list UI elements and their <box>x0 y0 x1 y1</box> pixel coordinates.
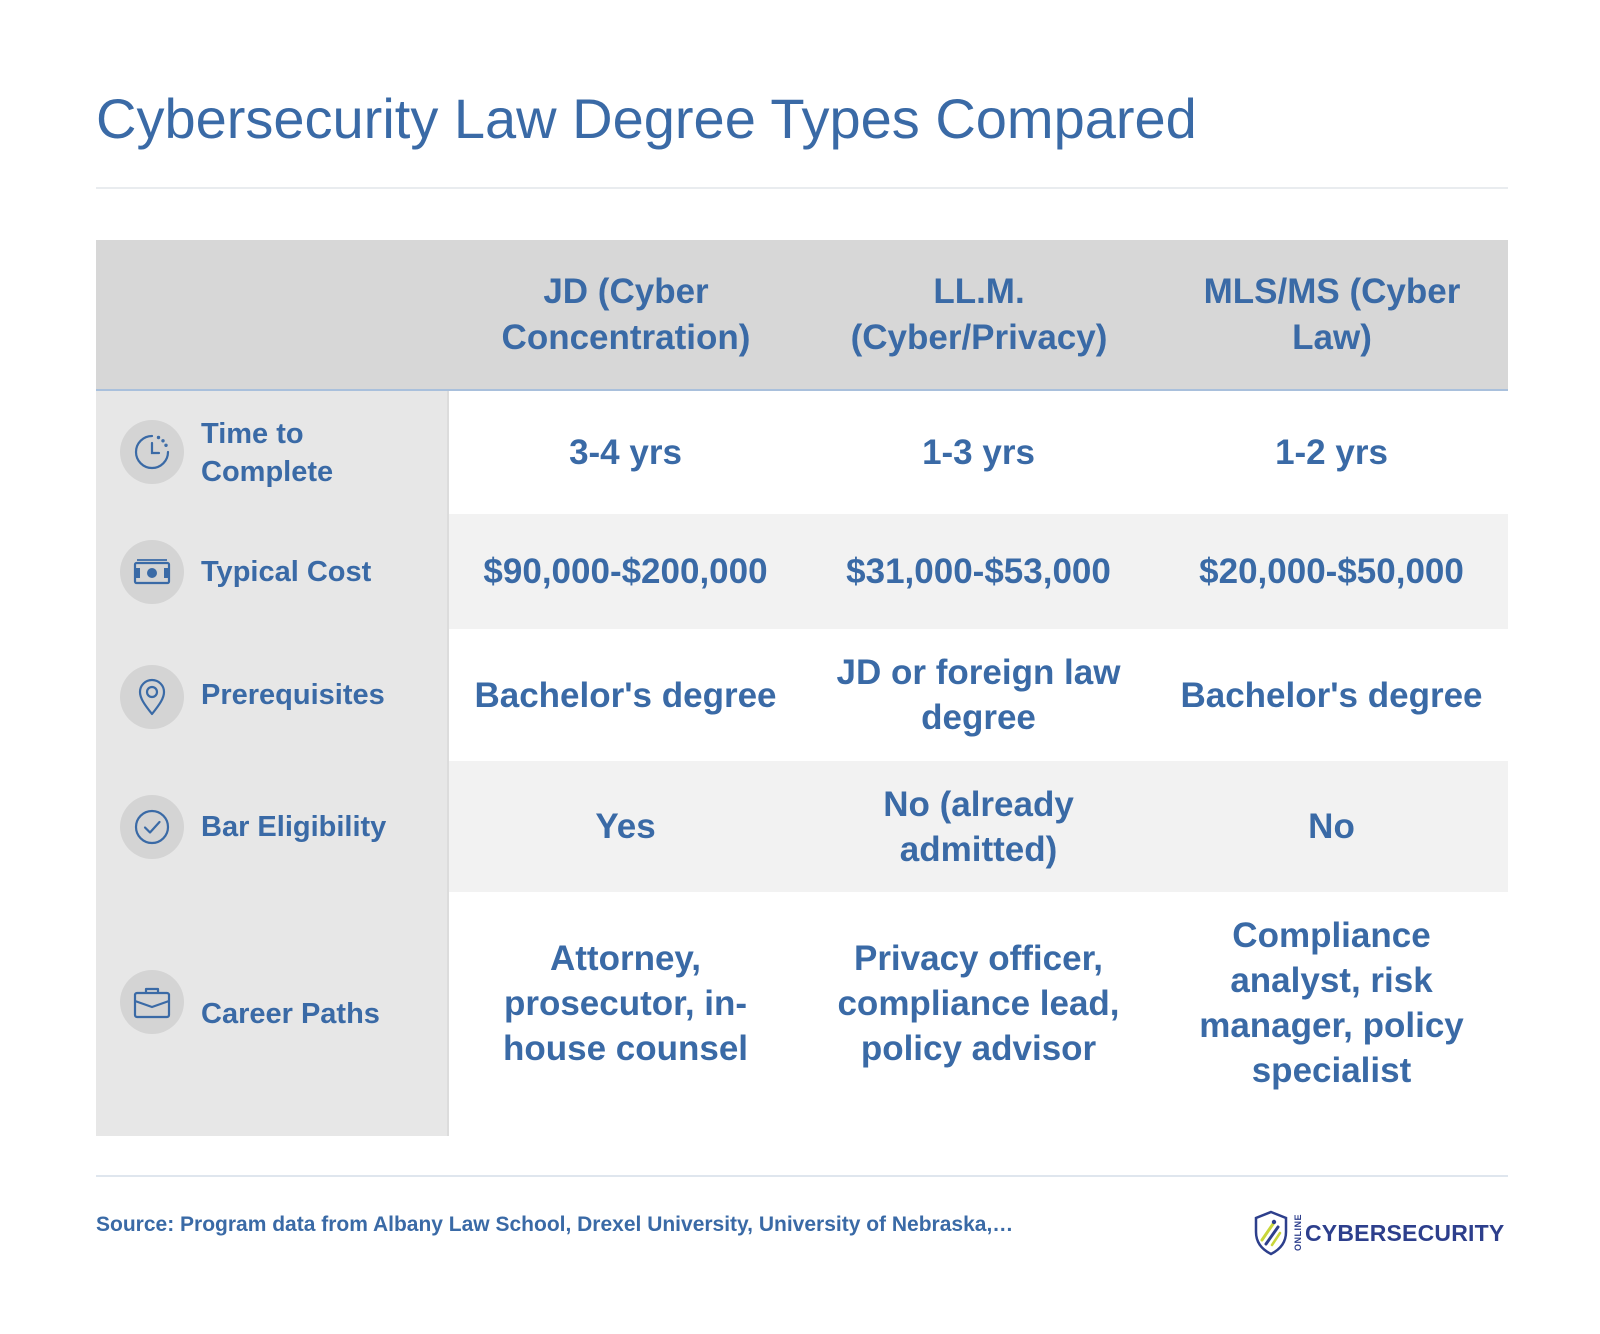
table-cell: No (already admitted) <box>883 784 1074 869</box>
row-label-text: Career Paths <box>201 998 380 1030</box>
table-cell: JD or foreign law degree <box>836 653 1121 737</box>
table-cell: $31,000-$53,000 <box>846 552 1111 591</box>
column-header-llm: LL.M. (Cyber/Privacy) <box>850 271 1108 357</box>
column-header-mls: MLS/MS (Cyber Law) <box>1203 271 1461 357</box>
comparison-table: JD (Cyber Concentration) LL.M. (Cyber/Pr… <box>96 240 1508 1136</box>
source-note: Source: Program data from Albany Law Sch… <box>96 1213 1014 1236</box>
title-divider <box>96 187 1508 189</box>
table-cell: Bachelor's degree <box>1180 675 1483 715</box>
table-cell: $90,000-$200,000 <box>483 552 768 591</box>
row-label-text: Prerequisites <box>201 679 385 711</box>
table-row: 3-4 yrs 1-3 yrs 1-2 yrs <box>449 391 1508 514</box>
row-label-bar: Bar Eligibility <box>96 761 449 892</box>
table-cell: 1-3 yrs <box>922 433 1035 472</box>
logo-text: CYBERSECURITY <box>1305 1219 1505 1246</box>
table-cell: Bachelor's degree <box>474 675 777 715</box>
shield-logo-icon <box>1254 1210 1288 1256</box>
table-cell: Compliance analyst, risk manager, policy… <box>1199 916 1464 1090</box>
table-cell: Attorney, prosecutor, in-house counsel <box>502 938 749 1068</box>
row-label-career: Career Paths <box>96 892 449 1136</box>
table-cell: Yes <box>595 807 656 846</box>
column-header-jd: JD (Cyber Concentration) <box>501 271 751 357</box>
table-row: $90,000-$200,000 $31,000-$53,000 $20,000… <box>449 514 1508 629</box>
briefcase-icon <box>120 970 184 1034</box>
row-label-prerequisites: Prerequisites <box>96 629 449 761</box>
row-label-text: Time to Complete <box>201 417 334 488</box>
table-row: Yes No (already admitted) No <box>449 761 1508 892</box>
row-label-time: Time to Complete <box>96 391 449 514</box>
row-label-text: Bar Eligibility <box>201 810 387 843</box>
check-circle-icon <box>120 795 184 859</box>
table-row: Bachelor's degree JD or foreign law degr… <box>449 629 1508 761</box>
table-row: Attorney, prosecutor, in-house counsel P… <box>449 892 1508 1114</box>
clock-icon <box>120 420 184 484</box>
table-cell: Privacy officer, compliance lead, policy… <box>837 938 1120 1068</box>
table-cell: 1-2 yrs <box>1275 433 1388 472</box>
table-cell: 3-4 yrs <box>569 433 682 472</box>
page-title: Cybersecurity Law Degree Types Compared <box>96 87 1197 150</box>
table-header: JD (Cyber Concentration) LL.M. (Cyber/Pr… <box>96 240 1508 391</box>
footer-divider <box>96 1175 1508 1177</box>
location-pin-icon <box>120 665 184 729</box>
row-label-text: Typical Cost <box>201 555 372 588</box>
logo-small-text: ONLINE <box>1293 1214 1303 1252</box>
money-icon <box>120 540 184 604</box>
table-cell: No <box>1308 807 1355 846</box>
row-label-cost: Typical Cost <box>96 514 449 629</box>
table-cell: $20,000-$50,000 <box>1199 552 1464 591</box>
site-logo: ONLINE CYBERSECURITY <box>1253 1208 1504 1258</box>
